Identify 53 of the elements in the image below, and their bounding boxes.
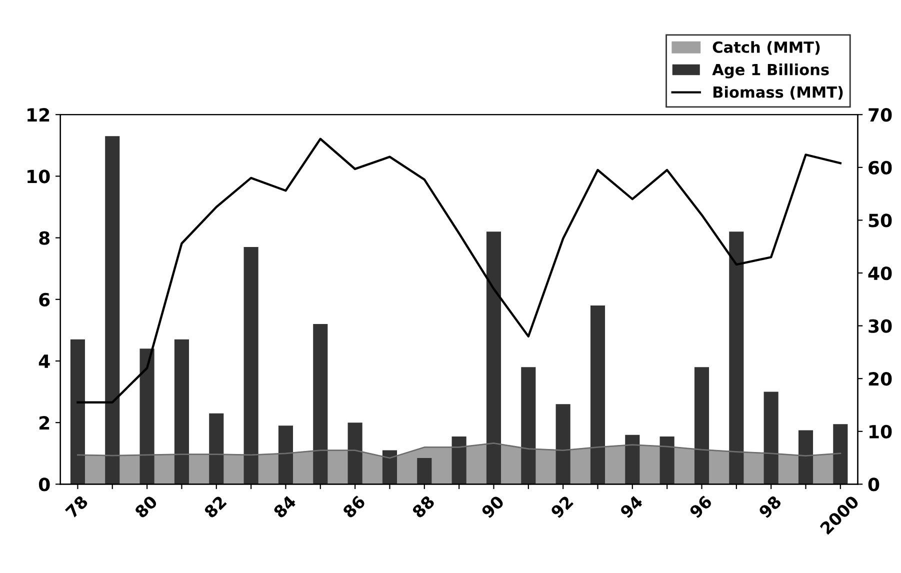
x-tick-label: 80 [134,494,158,519]
bar [140,348,154,484]
bar [729,232,744,484]
legend-label: Catch (MMT) [712,41,820,55]
bar [70,339,85,484]
bar [244,247,258,484]
bar [278,426,293,484]
x-tick-label: 92 [550,495,574,519]
x-tick-label: 96 [688,494,713,519]
legend-label: Biomass (MMT) [714,86,843,100]
bar [209,413,224,484]
bar [105,136,120,484]
y-tick-label: 4 [38,354,50,368]
bar [452,436,466,484]
y-tick-label: 6 [39,292,50,307]
bar [556,404,570,484]
line-series [76,138,842,404]
y-tick-label: 10 [28,170,50,184]
bar [833,424,848,484]
x-tick-label: 94 [619,494,644,519]
bar [694,367,710,484]
y2-tick-label: 40 [868,266,892,280]
bar [590,306,606,484]
y-tick-label: 8 [39,231,50,245]
bar [764,392,778,484]
bar [313,324,328,484]
x-tick-label: 78 [64,494,89,519]
x-tick-label: 98 [758,494,782,519]
x-tick-label: 82 [203,495,227,519]
bar [174,339,189,484]
bar [798,430,814,484]
bar [348,422,362,484]
y-tick-label: 12 [28,108,50,122]
y2-tick-label: 30 [868,319,892,333]
y2-tick-label: 0 [868,478,880,492]
bar [382,450,397,484]
legend-label: Age 1 Billions [712,64,829,78]
y2-tick-label: 60 [868,160,892,175]
bar [660,436,674,484]
x-tick-label: 84 [272,494,297,519]
bar [417,458,432,484]
bar [625,434,640,484]
y2-tick-label: 10 [870,424,892,439]
x-tick-label: 90 [480,494,505,519]
y2-tick-label: 20 [868,372,892,386]
bar [521,367,536,484]
x-tick-label: 86 [342,494,366,519]
y2-tick-label: 50 [868,214,892,228]
y2-tick-label: 70 [868,108,892,122]
bar [486,232,502,484]
x-tick-label: 88 [411,494,436,519]
y-tick-label: 0 [38,478,50,492]
y-tick-label: 2 [40,416,50,430]
